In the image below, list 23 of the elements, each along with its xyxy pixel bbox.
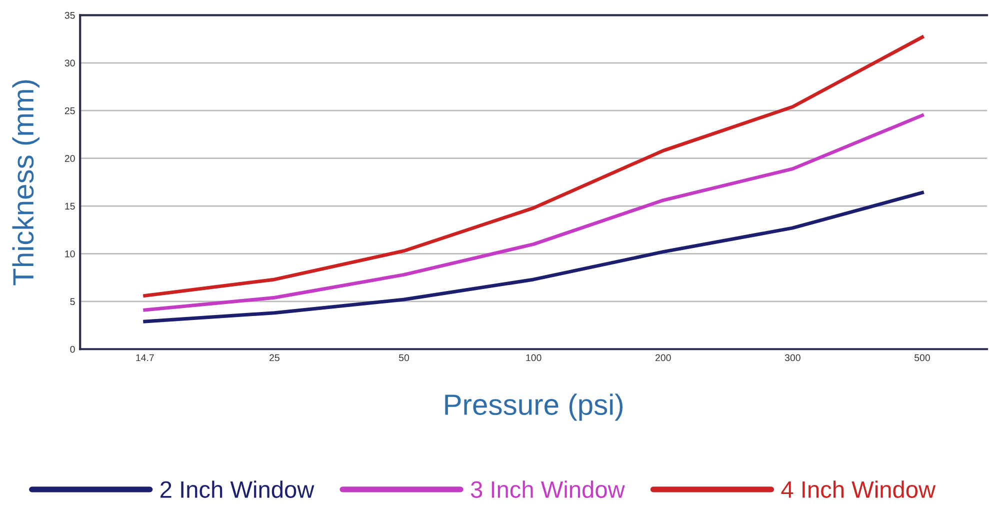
line-series [143, 35, 924, 298]
y-tick-label: 20 [64, 155, 75, 162]
text: 4 Inch Window [781, 480, 936, 498]
x-tick-label: 500 [914, 354, 930, 362]
x-tick-label: 50 [398, 354, 410, 362]
y-tick-label: 15 [65, 202, 75, 210]
line-series [143, 190, 924, 324]
y-tick-label: 25 [64, 107, 75, 114]
text: 2 Inch Window [160, 480, 314, 498]
y-tick-label: 35 [64, 12, 75, 19]
y-axis-title: Thickness (mm) [12, 80, 40, 286]
text: 3 Inch Window [470, 480, 625, 498]
x-tick-label: 300 [784, 354, 800, 362]
x-axis-title: Pressure (psi) [445, 394, 623, 421]
y-tick-label: 5 [70, 298, 75, 306]
x-tick-label: 14.7 [136, 354, 154, 362]
x-tick-label: 100 [526, 354, 542, 362]
x-tick-label: 200 [656, 354, 671, 362]
line-series [143, 114, 924, 312]
y-tick-label: 0 [70, 346, 75, 353]
y-tick-label: 10 [65, 250, 75, 258]
x-tick-label: 25 [270, 354, 280, 362]
y-tick-label: 30 [64, 60, 75, 67]
